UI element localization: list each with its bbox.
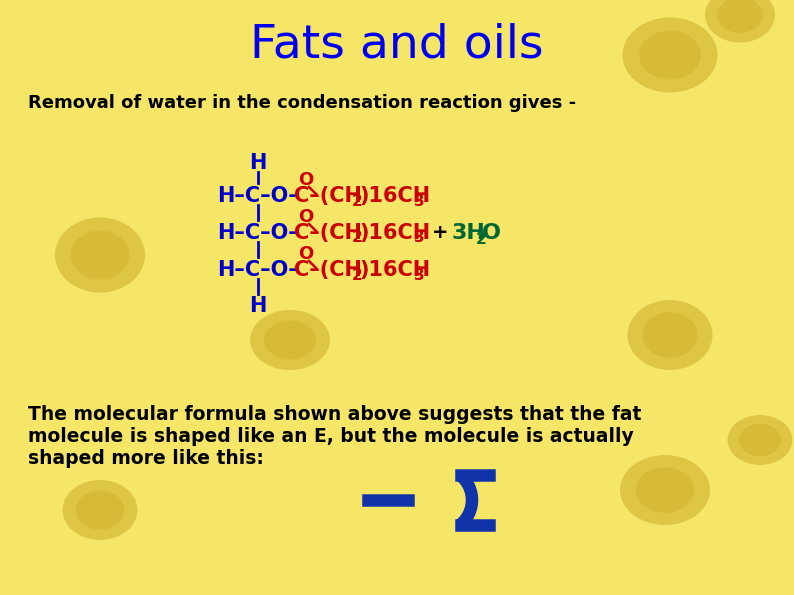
Text: 2: 2 — [476, 231, 487, 246]
Ellipse shape — [250, 310, 330, 370]
Text: molecule is shaped like an E, but the molecule is actually: molecule is shaped like an E, but the mo… — [28, 427, 634, 446]
Text: Fats and oils: Fats and oils — [250, 23, 544, 67]
Text: 3H: 3H — [452, 223, 486, 243]
Text: H–C–O–: H–C–O– — [217, 186, 299, 206]
Ellipse shape — [75, 490, 125, 530]
Text: +: + — [432, 224, 449, 243]
Text: shaped more like this:: shaped more like this: — [28, 449, 264, 468]
Text: O: O — [482, 223, 501, 243]
Text: 2: 2 — [352, 230, 363, 246]
Text: O: O — [299, 171, 314, 189]
Ellipse shape — [620, 455, 710, 525]
Ellipse shape — [71, 231, 129, 280]
Text: O: O — [299, 208, 314, 226]
Ellipse shape — [636, 467, 694, 513]
Text: 3: 3 — [414, 230, 425, 246]
Text: C–(CH: C–(CH — [294, 260, 362, 280]
Ellipse shape — [264, 321, 316, 359]
Text: H: H — [249, 153, 267, 173]
Text: C–(CH: C–(CH — [294, 186, 362, 206]
Text: Removal of water in the condensation reaction gives -: Removal of water in the condensation rea… — [28, 94, 576, 112]
Text: H–C–O–: H–C–O– — [217, 260, 299, 280]
Text: 2: 2 — [352, 193, 363, 208]
Text: )16CH: )16CH — [359, 186, 430, 206]
Text: 3: 3 — [414, 193, 425, 208]
Ellipse shape — [63, 480, 137, 540]
Text: 3: 3 — [414, 268, 425, 283]
Text: The molecular formula shown above suggests that the fat: The molecular formula shown above sugges… — [28, 406, 642, 424]
Ellipse shape — [739, 424, 781, 456]
Ellipse shape — [627, 300, 712, 370]
Ellipse shape — [705, 0, 775, 42]
Ellipse shape — [622, 17, 718, 92]
Ellipse shape — [717, 0, 763, 33]
Ellipse shape — [727, 415, 792, 465]
Text: O: O — [299, 245, 314, 263]
Text: H: H — [249, 296, 267, 316]
Ellipse shape — [642, 312, 698, 358]
Ellipse shape — [55, 218, 145, 293]
Text: H–C–O–: H–C–O– — [217, 223, 299, 243]
Text: C–(CH: C–(CH — [294, 223, 362, 243]
Text: )16CH: )16CH — [359, 260, 430, 280]
Text: 2: 2 — [352, 268, 363, 283]
Text: )16CH: )16CH — [359, 223, 430, 243]
Ellipse shape — [639, 30, 701, 79]
